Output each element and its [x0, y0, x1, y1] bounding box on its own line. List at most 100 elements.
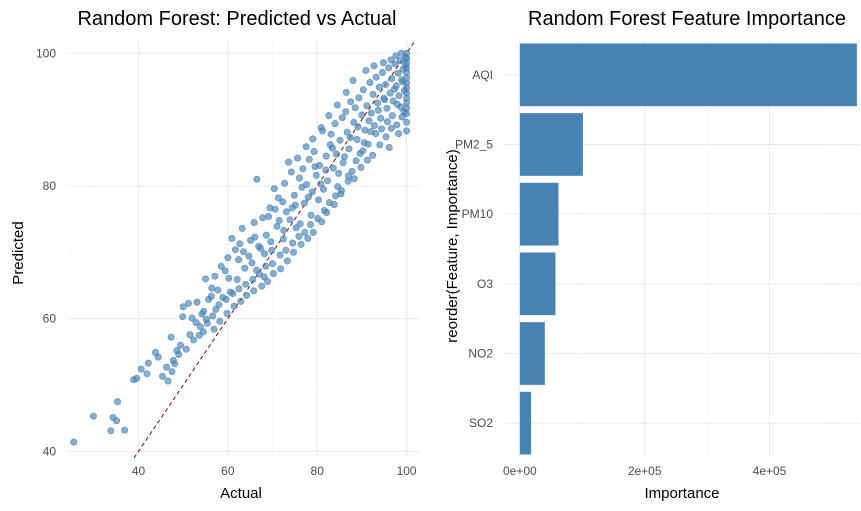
scatter-y-axis-title: Predicted	[10, 221, 27, 284]
scatter-point	[394, 69, 402, 77]
scatter-point	[385, 144, 393, 152]
scatter-point	[188, 314, 196, 322]
scatter-point	[387, 124, 395, 132]
scatter-point	[276, 251, 284, 259]
scatter-point	[245, 252, 253, 260]
scatter-point	[328, 144, 336, 152]
scatter-y-tick-label: 60	[43, 312, 57, 326]
scatter-point	[143, 370, 151, 378]
scatter-point	[228, 234, 236, 242]
importance-category-label: PM2_5	[455, 138, 493, 152]
scatter-point	[167, 333, 175, 341]
scatter-point	[340, 153, 348, 161]
scatter-point	[296, 220, 304, 228]
scatter-point	[137, 365, 145, 373]
scatter-chart: Random Forest: Predicted vs Actual 40 60 8…	[10, 8, 420, 502]
scatter-point	[350, 175, 358, 183]
scatter-point	[255, 242, 263, 250]
scatter-point	[299, 165, 307, 173]
scatter-point	[281, 179, 289, 187]
scatter-point	[286, 216, 294, 224]
scatter-points	[70, 49, 411, 446]
scatter-point	[377, 114, 385, 122]
scatter-point	[152, 348, 160, 356]
importance-bar	[519, 391, 532, 455]
scatter-point	[247, 236, 255, 244]
scatter-point	[121, 426, 129, 434]
scatter-y-ticks: 40 60 80 100	[36, 46, 56, 458]
scatter-point	[259, 214, 267, 222]
scatter-point	[369, 90, 377, 98]
scatter-point	[370, 122, 378, 130]
scatter-point	[230, 302, 238, 310]
scatter-point	[385, 64, 393, 72]
scatter-point	[214, 286, 222, 294]
scatter-point	[289, 248, 297, 256]
scatter-point	[361, 126, 369, 134]
scatter-point	[359, 147, 367, 155]
scatter-point	[205, 295, 213, 303]
scatter-point	[224, 254, 232, 262]
scatter-point	[270, 185, 278, 193]
scatter-point	[216, 317, 224, 325]
scatter-point	[363, 156, 371, 164]
importance-bar	[519, 113, 583, 176]
scatter-point	[210, 325, 218, 333]
scatter-point	[235, 285, 243, 293]
scatter-point	[317, 124, 325, 132]
scatter-point	[398, 113, 406, 121]
scatter-point	[322, 152, 330, 160]
scatter-point	[309, 135, 317, 143]
scatter-point	[358, 111, 366, 119]
importance-bar	[519, 252, 556, 316]
scatter-point	[325, 112, 333, 120]
scatter-x-tick-label: 40	[132, 464, 146, 478]
scatter-point	[279, 235, 287, 243]
scatter-point	[302, 143, 310, 151]
scatter-point	[386, 89, 394, 97]
scatter-x-axis-title: Actual	[220, 485, 262, 502]
scatter-point	[327, 130, 335, 138]
scatter-point	[337, 187, 345, 195]
importance-x-ticks: 0e+00 2e+05 4e+05	[503, 464, 787, 478]
importance-bar	[519, 182, 559, 246]
scatter-point	[235, 256, 243, 264]
scatter-point	[113, 417, 121, 425]
scatter-point	[401, 61, 409, 69]
importance-bars	[519, 43, 857, 455]
scatter-point	[193, 298, 201, 306]
scatter-point	[182, 345, 190, 353]
scatter-point	[393, 100, 401, 108]
scatter-point	[262, 262, 270, 270]
scatter-point	[312, 171, 320, 179]
scatter-point	[335, 169, 343, 177]
scatter-point	[382, 133, 390, 141]
scatter-point	[304, 193, 312, 201]
scatter-point	[314, 215, 322, 223]
scatter-point	[352, 157, 360, 165]
scatter-point	[362, 67, 370, 75]
scatter-point	[396, 57, 404, 65]
scatter-point	[347, 98, 355, 106]
scatter-point	[344, 177, 352, 185]
importance-x-tick-label: 0e+00	[503, 464, 537, 478]
scatter-point	[202, 275, 210, 283]
scatter-point	[268, 246, 276, 254]
importance-bar	[519, 322, 545, 385]
scatter-point	[336, 136, 344, 144]
scatter-point	[249, 275, 257, 283]
scatter-point	[370, 62, 378, 70]
scatter-point	[200, 307, 208, 315]
scatter-point	[374, 106, 382, 114]
scatter-point	[283, 257, 291, 265]
scatter-point	[381, 96, 389, 104]
scatter-point	[250, 287, 258, 295]
scatter-y-tick-label: 40	[43, 444, 57, 458]
scatter-point	[186, 331, 194, 339]
scatter-point	[395, 130, 403, 138]
scatter-point	[133, 374, 141, 382]
scatter-point	[333, 101, 341, 109]
scatter-point	[295, 174, 303, 182]
scatter-point	[269, 269, 277, 277]
scatter-point	[359, 86, 367, 94]
